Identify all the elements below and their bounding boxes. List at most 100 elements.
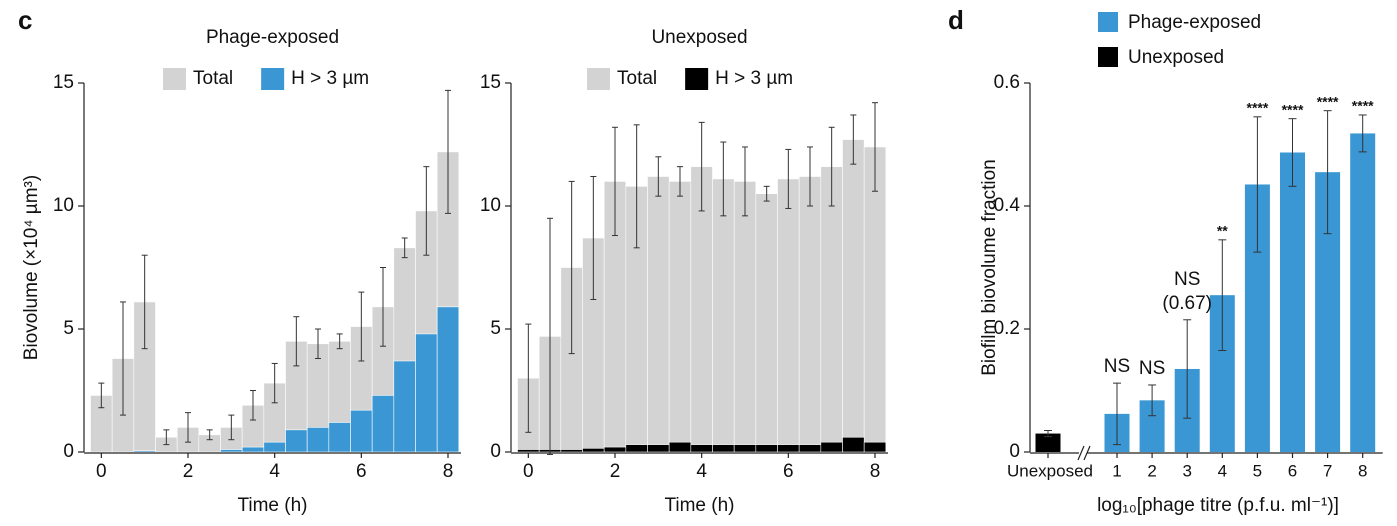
bar (690, 444, 713, 453)
bar (625, 444, 648, 453)
bar (668, 441, 692, 453)
y-axis-label: Biofilm biovolume fraction (979, 159, 1000, 375)
bar (820, 166, 843, 453)
x-axis-label: Time (h) (664, 495, 734, 516)
bar (517, 449, 540, 453)
legend-label: Total (193, 68, 233, 89)
panel-label: d (948, 5, 964, 35)
annotation: NS (1104, 356, 1130, 377)
bar (220, 449, 243, 453)
x-tick-label: 6 (356, 461, 367, 482)
bar (263, 441, 286, 453)
bar (820, 441, 843, 453)
bar (863, 146, 887, 453)
bar (393, 360, 416, 453)
annotation: **** (1317, 93, 1339, 109)
bar (712, 444, 735, 453)
x-tick-label: 2 (1147, 461, 1156, 480)
legend-swatch (587, 68, 610, 90)
bar (647, 444, 670, 453)
annotation: ** (1217, 223, 1228, 239)
bar (798, 444, 822, 453)
bar (350, 409, 373, 453)
bar (647, 176, 670, 453)
bar (755, 444, 778, 453)
y-tick-label: 10 (53, 195, 74, 216)
bar (328, 422, 351, 453)
x-tick-label: 2 (183, 461, 194, 482)
x-tick-label: 2 (610, 461, 621, 482)
y-tick-label: 0 (63, 441, 74, 462)
y-tick-label: 15 (53, 72, 74, 93)
x-tick-label: 4 (1218, 461, 1227, 480)
x-tick-label: 6 (1288, 461, 1297, 480)
bar (733, 181, 757, 453)
x-tick-label: 5 (1253, 461, 1262, 480)
bar (1035, 433, 1061, 452)
axis-break (1083, 445, 1091, 461)
bar (842, 139, 865, 453)
y-tick-label: 10 (480, 195, 501, 216)
annotation: **** (1282, 101, 1304, 117)
x-axis-label: Time (h) (237, 495, 307, 516)
x-tick-label: 0 (96, 461, 107, 482)
bar (582, 448, 605, 453)
bar (798, 176, 822, 453)
annotation: NS (1139, 358, 1165, 379)
x-tick-label: 4 (696, 461, 707, 482)
x-tick-label: 4 (269, 461, 280, 482)
x-tick-label: 8 (1358, 461, 1367, 480)
x-tick-label: 3 (1182, 461, 1191, 480)
bar (133, 450, 156, 453)
y-tick-label: 5 (63, 318, 74, 339)
legend-swatch (685, 68, 709, 90)
bar (560, 449, 583, 453)
x-tick-label: 8 (443, 461, 454, 482)
bar (285, 429, 308, 453)
legend-swatch (1098, 47, 1118, 67)
legend-swatch (261, 68, 285, 90)
bar (1350, 133, 1376, 452)
legend-label: H > 3 µm (715, 68, 793, 89)
x-tick-label: Unexposed (1007, 461, 1093, 480)
annotation: **** (1352, 98, 1374, 114)
bar (436, 306, 460, 453)
bar (306, 427, 330, 453)
axis-break (1077, 445, 1085, 461)
chart-title: Unexposed (651, 27, 747, 48)
bar (371, 395, 395, 453)
bar (842, 436, 865, 453)
y-tick-label: 0.6 (994, 72, 1020, 93)
bar (733, 444, 757, 453)
bar (755, 193, 778, 453)
y-tick-label: 0.2 (994, 318, 1020, 339)
y-tick-label: 0 (490, 441, 501, 462)
chart-title: Phage-exposed (206, 27, 339, 48)
x-axis-label: log₁₀[phage titre (p.f.u. ml⁻¹)] (1097, 495, 1339, 516)
legend-swatch (1098, 12, 1118, 32)
y-tick-label: 0.4 (994, 195, 1021, 216)
bar (241, 446, 265, 453)
legend-swatch (163, 68, 186, 90)
x-tick-label: 1 (1112, 461, 1121, 480)
bar (415, 333, 438, 453)
x-tick-label: 6 (783, 461, 794, 482)
bar (603, 446, 627, 453)
panel-label: c (18, 5, 32, 35)
bar (712, 178, 735, 453)
legend-label: H > 3 µm (291, 68, 369, 89)
y-tick-label: 15 (480, 72, 501, 93)
y-tick-label: 5 (490, 318, 501, 339)
annotation: (0.67) (1162, 293, 1212, 314)
y-axis-label: Biovolume (×10⁴ µm³) (21, 175, 42, 360)
bar (777, 178, 800, 453)
bar (668, 181, 692, 453)
bar (1280, 152, 1305, 452)
legend-label: Phage-exposed (1128, 12, 1261, 33)
y-tick-label: 0 (1009, 441, 1020, 462)
annotation: **** (1247, 100, 1269, 116)
bar (863, 441, 887, 453)
x-tick-label: 7 (1323, 461, 1332, 480)
x-tick-label: 8 (870, 461, 881, 482)
